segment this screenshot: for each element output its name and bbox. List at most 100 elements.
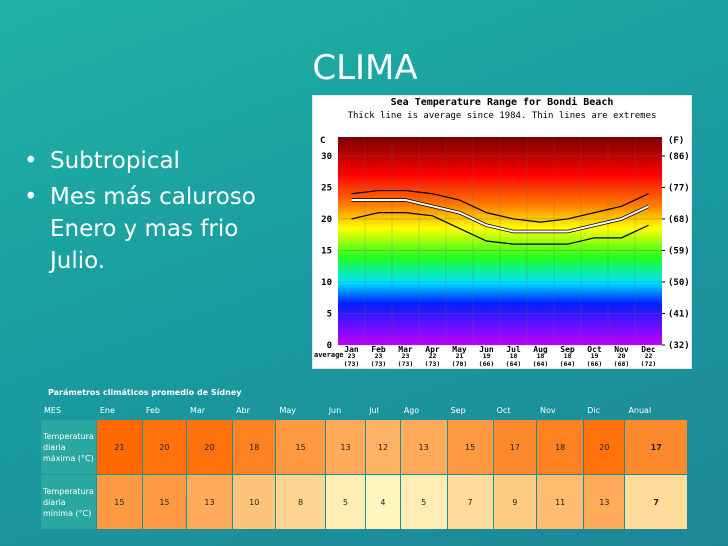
average-f-value: (68) bbox=[614, 360, 630, 368]
value-cell: 15 bbox=[447, 420, 493, 474]
x-tick-label: Apr bbox=[425, 345, 440, 354]
average-f-value: (64) bbox=[533, 360, 549, 368]
average-value: 20 bbox=[618, 352, 626, 360]
x-tick-label: Mar bbox=[398, 345, 413, 354]
table-row: Temperatura diaria mínima (°C) 15 15 13 10 8 5… bbox=[41, 475, 687, 529]
header-cell: Abr bbox=[236, 406, 250, 415]
value-cell: 8 bbox=[276, 475, 325, 529]
header-cell: Mar bbox=[189, 406, 206, 415]
value-cell: 21 bbox=[96, 420, 142, 474]
average-f-value: (73) bbox=[398, 360, 414, 368]
header-cell: Sep bbox=[450, 406, 466, 415]
average-f-value: (73) bbox=[344, 360, 360, 368]
average-value: 23 bbox=[348, 352, 356, 360]
header-cell: May bbox=[279, 406, 297, 415]
header-cell: Dic bbox=[587, 406, 601, 415]
value-cell: 4 bbox=[366, 475, 400, 529]
title-text: CLIMA bbox=[312, 48, 418, 88]
y2-tick-label: (77) bbox=[668, 183, 690, 193]
y-tick-label: 15 bbox=[321, 246, 332, 256]
y-tick-label: 30 bbox=[321, 152, 332, 162]
y-tick-label: 25 bbox=[321, 183, 332, 193]
header-row: MES Ene Feb Mar Abr May Jun Jul Ago Sep Oct Nov Dic A… bbox=[41, 402, 687, 419]
value-cell: 11 bbox=[537, 475, 584, 529]
y-tick-label: 5 bbox=[327, 309, 332, 319]
value-cell: 13 bbox=[186, 475, 233, 529]
y2-tick-label: (32) bbox=[668, 341, 690, 351]
header-cell: Jun bbox=[328, 406, 342, 415]
x-tick-label: Aug bbox=[533, 345, 548, 354]
value-cell: 7 bbox=[625, 475, 687, 529]
average-value: 22 bbox=[429, 352, 437, 360]
average-value: 18 bbox=[510, 352, 518, 360]
value-cell: 20 bbox=[584, 420, 625, 474]
average-f-value: (64) bbox=[560, 360, 576, 368]
row-label: Temperatura diaria máxima (°C) bbox=[43, 431, 94, 463]
value-cell: 13 bbox=[584, 475, 625, 529]
header-cell: Ago bbox=[403, 406, 420, 415]
bullet-list: Subtropical Mes más caluroso Enero y mas … bbox=[22, 145, 282, 281]
value-cell: 18 bbox=[233, 420, 276, 474]
x-tick-label: May bbox=[452, 345, 467, 354]
header-cell: Nov bbox=[540, 406, 556, 415]
value-cell: 13 bbox=[325, 420, 366, 474]
x-tick-label: Oct bbox=[587, 345, 602, 354]
average-label: average bbox=[314, 351, 344, 359]
header-cell: Jul bbox=[369, 406, 379, 415]
value-cell: 18 bbox=[537, 420, 584, 474]
value-cell: 10 bbox=[233, 475, 276, 529]
average-value: 18 bbox=[564, 352, 572, 360]
table-row: Temperatura diaria máxima (°C) 21 20 20 18 15… bbox=[41, 420, 687, 474]
y-tick-label: 20 bbox=[321, 215, 332, 225]
average-f-value: (70) bbox=[452, 360, 468, 368]
y2-tick-label: (86) bbox=[668, 152, 690, 162]
value-cell: 12 bbox=[366, 420, 400, 474]
table-caption: Parámetros climáticos promedio de Sídney bbox=[48, 388, 242, 397]
average-value: 22 bbox=[645, 352, 653, 360]
value-cell: 20 bbox=[142, 420, 186, 474]
average-f-value: (73) bbox=[371, 360, 387, 368]
sea-temperature-chart: Sea Temperature Range for Bondi Beach Th… bbox=[312, 95, 692, 369]
table: MES Ene Feb Mar Abr May Jun Jul Ago Sep Oct Nov Dic A… bbox=[40, 401, 688, 530]
y-tick-label: 0 bbox=[327, 341, 332, 351]
min-line bbox=[351, 212, 649, 245]
average-value: 23 bbox=[375, 352, 383, 360]
value-cell: 15 bbox=[142, 475, 186, 529]
y2-label: (F) bbox=[668, 136, 684, 146]
y-tick-label: 10 bbox=[321, 278, 332, 288]
average-value: 19 bbox=[591, 352, 599, 360]
bullet: Subtropical bbox=[22, 145, 282, 177]
average-value: 21 bbox=[456, 352, 464, 360]
average-f-value: (72) bbox=[641, 360, 657, 368]
average-value: 23 bbox=[402, 352, 410, 360]
value-cell: 17 bbox=[625, 420, 687, 474]
chart-subtitle: Thick line is average since 1984. Thin l… bbox=[348, 111, 657, 121]
chart-title: Sea Temperature Range for Bondi Beach bbox=[391, 96, 614, 108]
header-cell: MES bbox=[44, 406, 62, 415]
row-label: Temperatura diaria mínima (°C) bbox=[43, 486, 94, 518]
x-tick-label: Jan bbox=[344, 345, 359, 354]
average-f-value: (66) bbox=[587, 360, 603, 368]
value-cell: 15 bbox=[96, 475, 142, 529]
value-cell: 17 bbox=[493, 420, 537, 474]
value-cell: 5 bbox=[400, 475, 447, 529]
value-cell: 9 bbox=[493, 475, 537, 529]
x-tick-label: Jun bbox=[479, 345, 494, 354]
x-tick-label: Dec bbox=[641, 345, 656, 354]
y-label: C bbox=[320, 136, 325, 146]
value-cell: 20 bbox=[186, 420, 233, 474]
value-cell: 7 bbox=[447, 475, 493, 529]
header-cell: Oct bbox=[496, 406, 511, 415]
slide-title: CLIMA bbox=[0, 48, 728, 88]
average-f-value: (64) bbox=[506, 360, 522, 368]
y2-tick-label: (41) bbox=[668, 309, 690, 319]
max-line bbox=[351, 189, 649, 223]
x-tick-label: Sep bbox=[560, 345, 575, 354]
x-tick-label: Nov bbox=[614, 345, 629, 354]
header-cell: Feb bbox=[145, 406, 161, 415]
average-value: 18 bbox=[537, 352, 545, 360]
bullet: Mes más caluroso Enero y mas frio Julio. bbox=[22, 181, 282, 277]
climate-table: Parámetros climáticos promedio de Sídney… bbox=[40, 388, 688, 530]
x-tick-label: Feb bbox=[371, 345, 386, 354]
y2-tick-label: (50) bbox=[668, 278, 690, 288]
